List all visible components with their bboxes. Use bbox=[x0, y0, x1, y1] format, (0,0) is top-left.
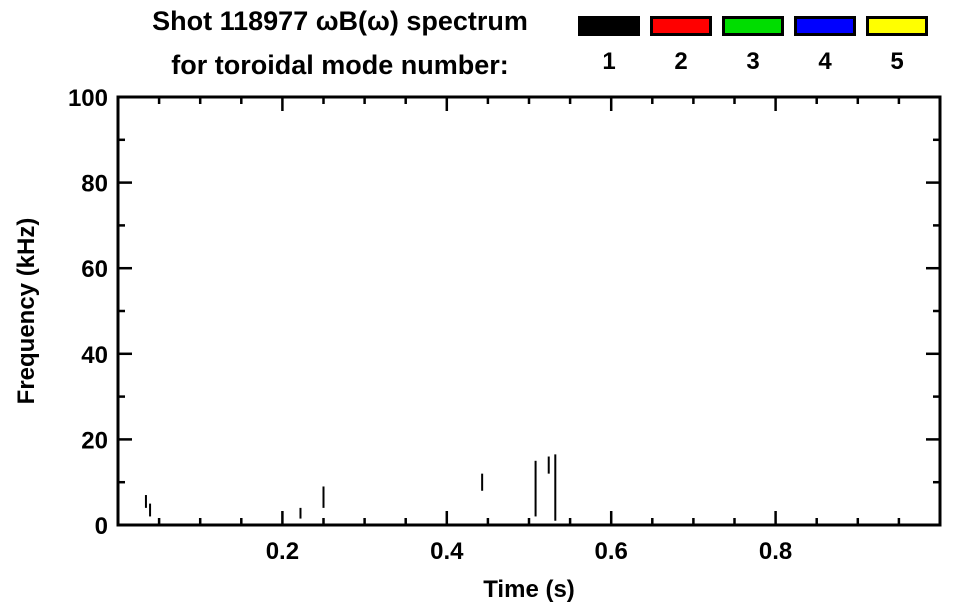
legend-label-mode-3: 3 bbox=[746, 48, 760, 75]
svg-text:0.6: 0.6 bbox=[595, 538, 628, 565]
legend-swatch-mode-5 bbox=[866, 16, 928, 36]
legend-swatch-mode-4 bbox=[794, 16, 856, 36]
legend-label-mode-5: 5 bbox=[890, 48, 904, 75]
legend-swatch-mode-1 bbox=[578, 16, 640, 36]
svg-text:40: 40 bbox=[81, 342, 108, 369]
legend-label-mode-4: 4 bbox=[818, 48, 832, 75]
svg-text:Frequency (kHz): Frequency (kHz) bbox=[13, 218, 40, 405]
svg-text:Time (s): Time (s) bbox=[483, 576, 575, 603]
legend-swatch-mode-2 bbox=[650, 16, 712, 36]
legend-label-mode-1: 1 bbox=[602, 48, 616, 75]
legend-label-row: 1 2 3 4 5 bbox=[578, 48, 928, 76]
chart-title-block: Shot 118977 ωB(ω) spectrum for toroidal … bbox=[110, 6, 570, 81]
chart-subtitle: for toroidal mode number: bbox=[171, 50, 509, 80]
legend-swatch-mode-3 bbox=[722, 16, 784, 36]
svg-text:0.8: 0.8 bbox=[759, 538, 792, 565]
svg-text:20: 20 bbox=[81, 427, 108, 454]
svg-text:100: 100 bbox=[68, 85, 108, 112]
svg-text:60: 60 bbox=[81, 256, 108, 283]
legend-swatch-row bbox=[578, 16, 928, 36]
svg-text:0.4: 0.4 bbox=[430, 538, 464, 565]
svg-text:0: 0 bbox=[95, 513, 108, 540]
legend-label-mode-2: 2 bbox=[674, 48, 688, 75]
chart-title: Shot 118977 ωB(ω) spectrum bbox=[152, 6, 528, 36]
mode-legend: 1 2 3 4 5 bbox=[578, 16, 928, 76]
svg-text:0.2: 0.2 bbox=[266, 538, 299, 565]
svg-text:80: 80 bbox=[81, 171, 108, 198]
